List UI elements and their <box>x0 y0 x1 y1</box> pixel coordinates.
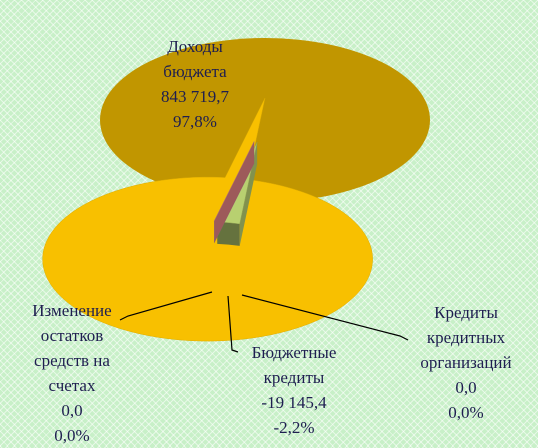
amount-label: 0,0 <box>61 401 83 420</box>
slice-side <box>214 141 255 244</box>
percent-label: 97,8% <box>173 112 217 131</box>
slice-label: Кредиты кредитных организаций 0,0 0,0% <box>405 300 527 425</box>
pie <box>42 38 430 342</box>
category-label: Кредиты кредитных организаций <box>420 303 512 372</box>
slice-side <box>217 221 240 246</box>
leader-line <box>227 295 239 353</box>
category-label: Доходы бюджета <box>163 37 227 81</box>
amount-label: 0,0 <box>455 378 477 397</box>
percent-label: 0,0% <box>54 426 90 445</box>
slice-label: Бюджетные кредиты -19 145,4 -2,2% <box>238 340 350 440</box>
percent-label: -2,2% <box>273 418 315 437</box>
category-label: Бюджетные кредиты <box>251 343 337 387</box>
amount-label: -19 145,4 <box>261 393 327 412</box>
percent-label: 0,0% <box>448 403 484 422</box>
slice <box>42 97 373 342</box>
leader-line <box>119 291 213 321</box>
slice-side <box>100 38 430 202</box>
slice-side <box>239 142 258 246</box>
slice-label: Доходы бюджета 843 719,7 97,8% <box>140 34 250 134</box>
category-label: Изменение остатков средств на счетах <box>32 301 112 395</box>
slice-label: Изменение остатков средств на счетах 0,0… <box>22 298 122 448</box>
amount-label: 843 719,7 <box>161 87 229 106</box>
leader-line <box>241 294 409 341</box>
